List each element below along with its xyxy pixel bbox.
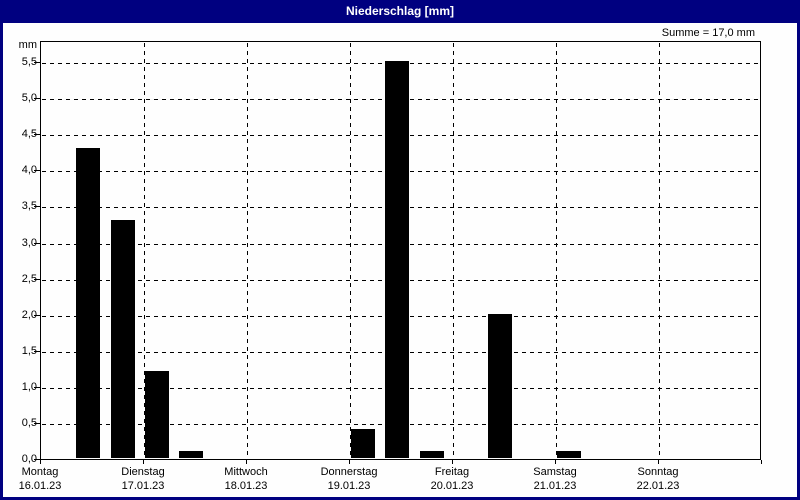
window-titlebar: Niederschlag [mm] xyxy=(0,0,800,23)
x-axis-date-label: 22.01.23 xyxy=(636,480,680,492)
y-axis-unit-label: mm xyxy=(18,39,37,51)
y-tick-mark xyxy=(34,423,40,424)
sum-total-label: Summe = 17,0 mm xyxy=(661,27,755,39)
y-tick-label: 4,5 xyxy=(21,128,37,140)
precipitation-bar xyxy=(145,371,169,458)
x-axis-weekday-label: Samstag xyxy=(533,466,577,478)
y-tick-label: 3,5 xyxy=(21,200,37,212)
x-axis-date-label: 18.01.23 xyxy=(224,480,268,492)
y-tick-label: 5,5 xyxy=(21,56,37,68)
precipitation-bar xyxy=(111,220,135,458)
precipitation-bar xyxy=(76,148,100,458)
x-tick-mark xyxy=(40,460,41,464)
x-axis-date-label: 21.01.23 xyxy=(533,480,577,492)
precipitation-bar xyxy=(179,451,203,458)
y-tick-label: 1,5 xyxy=(21,345,37,357)
y-tick-label: 1,0 xyxy=(21,381,37,393)
y-tick-mark xyxy=(34,62,40,63)
y-tick-mark xyxy=(34,170,40,171)
x-axis-weekday-label: Montag xyxy=(21,466,59,478)
x-axis-weekday-label: Donnerstag xyxy=(320,466,378,478)
window-title: Niederschlag [mm] xyxy=(345,4,455,18)
precipitation-bar xyxy=(420,451,444,458)
x-tick-mark xyxy=(452,460,453,464)
x-gridline xyxy=(144,43,145,458)
x-axis-weekday-label: Mittwoch xyxy=(224,466,268,478)
axis-layer: 0,0 0,5 1,0 1,5 2,0 2,5 3,0 3,5 4,0 4,5 5,0 5,5 Mont… xyxy=(3,23,797,497)
chart-panel: Summe = 17,0 mm mm 0,0 0,5 1,0 1,5 2,0 2,5 3,0… xyxy=(3,23,797,497)
x-tick-mark xyxy=(761,460,762,464)
precipitation-bar xyxy=(385,61,409,458)
y-tick-label: 2,0 xyxy=(21,309,37,321)
x-gridline xyxy=(556,43,557,458)
x-tick-mark xyxy=(555,460,556,464)
x-gridline xyxy=(453,43,454,458)
y-tick-mark xyxy=(34,134,40,135)
x-gridline xyxy=(350,43,351,458)
x-axis-date-label: 20.01.23 xyxy=(430,480,474,492)
x-axis-weekday-label: Freitag xyxy=(434,466,470,478)
x-axis-date-label: 17.01.23 xyxy=(121,480,165,492)
precipitation-bar xyxy=(351,429,375,458)
y-tick-mark xyxy=(34,315,40,316)
y-tick-mark xyxy=(34,459,40,460)
x-tick-mark xyxy=(246,460,247,464)
y-tick-label: 3,0 xyxy=(21,237,37,249)
y-tick-mark xyxy=(34,351,40,352)
y-tick-mark xyxy=(34,98,40,99)
x-axis-date-label: 19.01.23 xyxy=(327,480,371,492)
y-tick-label: 0,0 xyxy=(21,453,37,465)
x-gridline xyxy=(659,43,660,458)
x-tick-mark xyxy=(143,460,144,464)
y-tick-mark xyxy=(34,206,40,207)
x-axis-date-label: 16.01.23 xyxy=(18,480,62,492)
y-tick-label: 2,5 xyxy=(21,273,37,285)
x-tick-mark xyxy=(349,460,350,464)
y-tick-label: 0,5 xyxy=(21,417,37,429)
precipitation-bar xyxy=(557,451,581,458)
x-tick-mark xyxy=(658,460,659,464)
y-tick-label: 4,0 xyxy=(21,164,37,176)
plot-area xyxy=(40,41,761,460)
x-gridline xyxy=(247,43,248,458)
y-tick-mark xyxy=(34,279,40,280)
x-axis-weekday-label: Sonntag xyxy=(637,466,679,478)
y-tick-label: 5,0 xyxy=(21,92,37,104)
x-axis-weekday-label: Dienstag xyxy=(121,466,165,478)
y-tick-mark xyxy=(34,243,40,244)
y-tick-mark xyxy=(34,387,40,388)
precipitation-bar xyxy=(488,314,512,458)
